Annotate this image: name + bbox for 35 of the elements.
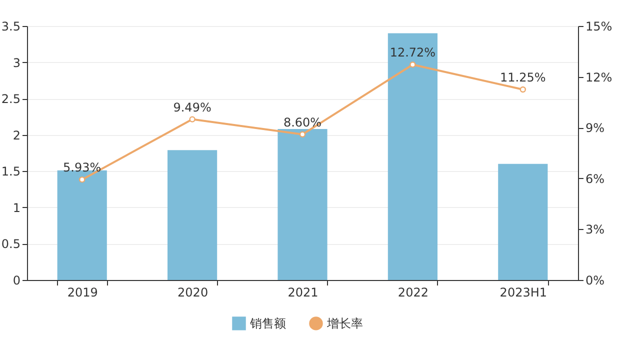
x-tick-label: 2020 bbox=[178, 286, 208, 300]
x-tick-label: 2023H1 bbox=[500, 286, 547, 300]
data-label: 9.49% bbox=[173, 100, 212, 114]
y2-tick-label: 0% bbox=[586, 274, 605, 288]
y-tick-label: 0 bbox=[12, 274, 20, 288]
point bbox=[189, 116, 196, 122]
bar bbox=[498, 164, 548, 280]
bar bbox=[57, 170, 107, 280]
point bbox=[410, 62, 416, 68]
bar bbox=[388, 33, 438, 280]
y2-tick-label: 15% bbox=[586, 20, 612, 34]
data-label: 8.60% bbox=[283, 115, 322, 130]
x-tick-label: 2019 bbox=[67, 286, 98, 300]
bar bbox=[168, 150, 218, 280]
legend-label: 增长率 bbox=[326, 316, 363, 330]
y2-tick-label: 3% bbox=[586, 222, 605, 237]
y-tick-label: 0.5 bbox=[1, 237, 20, 252]
y2-tick-label: 9% bbox=[586, 121, 605, 136]
y2-tick-label: 6% bbox=[586, 172, 605, 186]
data-label: 12.72% bbox=[390, 46, 436, 60]
x-tick-label: 2022 bbox=[398, 286, 428, 300]
point bbox=[299, 131, 306, 138]
y-tick-label: 2 bbox=[12, 128, 20, 142]
y-tick-label: 3 bbox=[12, 56, 20, 70]
y-tick-label: 1 bbox=[12, 200, 20, 215]
y2-tick-label: 12% bbox=[586, 70, 612, 84]
x-tick-label: 2021 bbox=[288, 286, 318, 300]
legend-label: 销售额 bbox=[249, 316, 286, 330]
point bbox=[79, 176, 86, 183]
point bbox=[520, 86, 526, 93]
y-tick-label: 2.5 bbox=[1, 92, 20, 106]
y-tick-label: 3.5 bbox=[1, 20, 20, 34]
bar bbox=[278, 129, 328, 280]
y-tick-label: 1.5 bbox=[1, 164, 20, 179]
data-label: 11.25% bbox=[500, 70, 546, 84]
